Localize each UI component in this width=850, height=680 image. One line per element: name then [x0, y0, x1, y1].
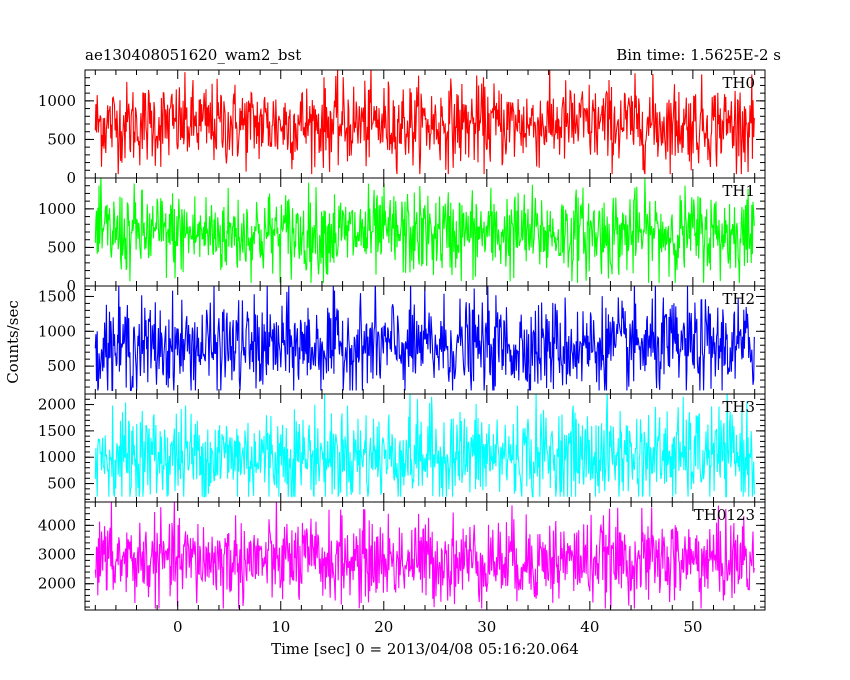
series-th0: [94, 70, 755, 175]
y-tick-label: 1000: [38, 200, 76, 218]
y-tick-label: 1500: [38, 287, 76, 305]
x-axis-label: Time [sec] 0 = 2013/04/08 05:16:20.064: [271, 640, 579, 658]
series-th3: [94, 394, 755, 499]
x-tick-label: 50: [683, 618, 702, 636]
x-tick-label: 40: [580, 618, 599, 636]
x-tick-label: 0: [173, 618, 183, 636]
y-tick-label: 500: [47, 130, 76, 148]
y-tick-label: 500: [47, 238, 76, 256]
y-tick-label: 1500: [38, 422, 76, 440]
series-th2: [94, 286, 755, 392]
y-tick-label: 0: [66, 169, 76, 187]
x-tick-label: 30: [477, 618, 496, 636]
y-axis-label: Counts/sec: [4, 300, 22, 384]
chart-title: ae130408051620_wam2_bst: [85, 46, 301, 64]
y-tick-label: 4000: [38, 516, 76, 534]
y-tick-label: 0: [66, 277, 76, 295]
bin-time-label: Bin time: 1.5625E-2 s: [616, 46, 781, 64]
y-tick-label: 1000: [38, 448, 76, 466]
panel-label-th0: TH0: [722, 74, 755, 92]
y-tick-label: 500: [47, 357, 76, 375]
y-tick-label: 500: [47, 475, 76, 493]
x-tick-label: 20: [374, 618, 393, 636]
panel-label-th1: TH1: [722, 182, 755, 200]
panel-label-th2: TH2: [722, 290, 755, 308]
series-th0123: [94, 502, 755, 609]
y-tick-label: 2000: [38, 396, 76, 414]
panel-label-th0123: TH0123: [694, 506, 755, 524]
y-tick-label: 1000: [38, 322, 76, 340]
series-th1: [94, 178, 755, 283]
y-tick-label: 3000: [38, 546, 76, 564]
y-tick-label: 2000: [38, 575, 76, 593]
y-tick-label: 1000: [38, 92, 76, 110]
panel-label-th3: TH3: [722, 398, 755, 416]
x-tick-label: 10: [271, 618, 290, 636]
